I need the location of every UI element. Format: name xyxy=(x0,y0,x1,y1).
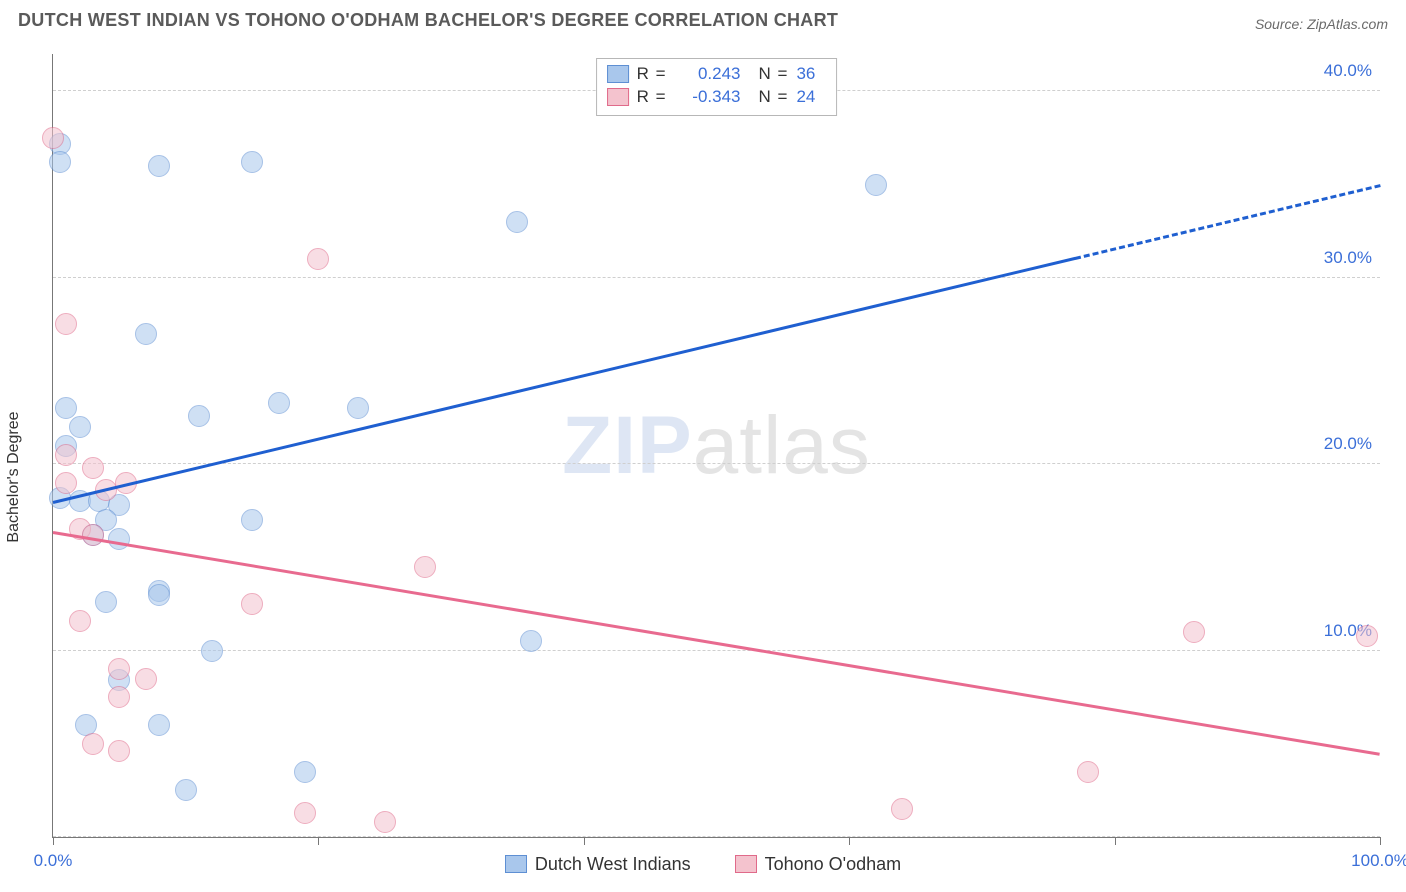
scatter-point-too xyxy=(108,658,130,680)
scatter-point-too xyxy=(374,811,396,833)
scatter-point-dwi xyxy=(69,416,91,438)
x-tick xyxy=(1380,837,1381,845)
scatter-point-dwi xyxy=(865,174,887,196)
scatter-point-too xyxy=(55,472,77,494)
plot-area: ZIPatlas R =0.243N =36R =-0.343N =24 10.… xyxy=(52,54,1380,838)
scatter-point-too xyxy=(42,127,64,149)
legend-series: Dutch West Indians Tohono O'odham xyxy=(0,854,1406,879)
scatter-point-dwi xyxy=(241,151,263,173)
watermark-part2: atlas xyxy=(693,400,871,491)
y-tick-label: 30.0% xyxy=(1322,248,1374,268)
scatter-point-dwi xyxy=(268,392,290,414)
trendline xyxy=(53,257,1075,504)
scatter-point-too xyxy=(414,556,436,578)
scatter-point-dwi xyxy=(95,591,117,613)
source-label: Source: ZipAtlas.com xyxy=(1255,16,1388,32)
legend-correlation-box: R = 0.243 N = 36 R = -0.343 N = 24 xyxy=(596,58,838,116)
x-tick xyxy=(1115,837,1116,845)
x-tick xyxy=(53,837,54,845)
legend-n-label: N = xyxy=(759,63,789,86)
scatter-point-dwi xyxy=(148,155,170,177)
scatter-point-dwi xyxy=(294,761,316,783)
gridline-h xyxy=(53,277,1380,278)
scatter-point-too xyxy=(82,524,104,546)
scatter-point-dwi xyxy=(520,630,542,652)
legend-swatch-icon xyxy=(735,855,757,873)
scatter-point-dwi xyxy=(241,509,263,531)
legend-r-value: 0.243 xyxy=(675,63,741,86)
scatter-point-too xyxy=(1183,621,1205,643)
scatter-point-dwi xyxy=(49,151,71,173)
scatter-point-dwi xyxy=(148,714,170,736)
gridline-h xyxy=(53,650,1380,651)
legend-correlation-row: R = -0.343 N = 24 xyxy=(607,86,827,109)
scatter-point-too xyxy=(82,457,104,479)
legend-r-value: -0.343 xyxy=(675,86,741,109)
scatter-point-dwi xyxy=(175,779,197,801)
scatter-point-too xyxy=(891,798,913,820)
scatter-point-too xyxy=(69,610,91,632)
page-title: DUTCH WEST INDIAN VS TOHONO O'ODHAM BACH… xyxy=(18,10,838,30)
legend-n-label: N = xyxy=(759,86,789,109)
gridline-h xyxy=(53,463,1380,464)
scatter-point-dwi xyxy=(347,397,369,419)
legend-swatch-icon xyxy=(607,88,629,106)
chart-container: Bachelor's Degree ZIPatlas R = 0.243 N = 36… xyxy=(0,44,1406,892)
scatter-point-too xyxy=(55,313,77,335)
legend-swatch-icon xyxy=(607,65,629,83)
legend-series-item: Tohono O'odham xyxy=(735,854,902,875)
legend-series-item: Dutch West Indians xyxy=(505,854,691,875)
legend-r-label: R = xyxy=(637,86,667,109)
scatter-point-too xyxy=(108,740,130,762)
legend-n-value: 36 xyxy=(796,63,826,86)
scatter-point-too xyxy=(1077,761,1099,783)
scatter-point-too xyxy=(241,593,263,615)
scatter-point-dwi xyxy=(135,323,157,345)
y-axis-label: Bachelor's Degree xyxy=(5,411,23,542)
trendline xyxy=(53,531,1380,756)
scatter-point-too xyxy=(1356,625,1378,647)
scatter-point-dwi xyxy=(201,640,223,662)
x-tick xyxy=(849,837,850,845)
legend-series-label: Dutch West Indians xyxy=(535,854,691,875)
legend-correlation-row: R = 0.243 N = 36 xyxy=(607,63,827,86)
scatter-point-too xyxy=(108,686,130,708)
y-tick-label: 20.0% xyxy=(1322,434,1374,454)
legend-r-label: R = xyxy=(637,63,667,86)
legend-swatch-icon xyxy=(505,855,527,873)
gridline-h xyxy=(53,836,1380,837)
watermark: ZIPatlas xyxy=(562,399,871,493)
legend-n-value: 24 xyxy=(796,86,826,109)
scatter-point-too xyxy=(55,444,77,466)
scatter-point-too xyxy=(135,668,157,690)
x-tick xyxy=(318,837,319,845)
scatter-point-dwi xyxy=(148,584,170,606)
x-tick xyxy=(584,837,585,845)
y-tick-label: 40.0% xyxy=(1322,61,1374,81)
scatter-point-too xyxy=(307,248,329,270)
scatter-point-dwi xyxy=(506,211,528,233)
scatter-point-too xyxy=(82,733,104,755)
legend-series-label: Tohono O'odham xyxy=(765,854,902,875)
scatter-point-dwi xyxy=(188,405,210,427)
watermark-part1: ZIP xyxy=(562,400,693,491)
scatter-point-too xyxy=(294,802,316,824)
